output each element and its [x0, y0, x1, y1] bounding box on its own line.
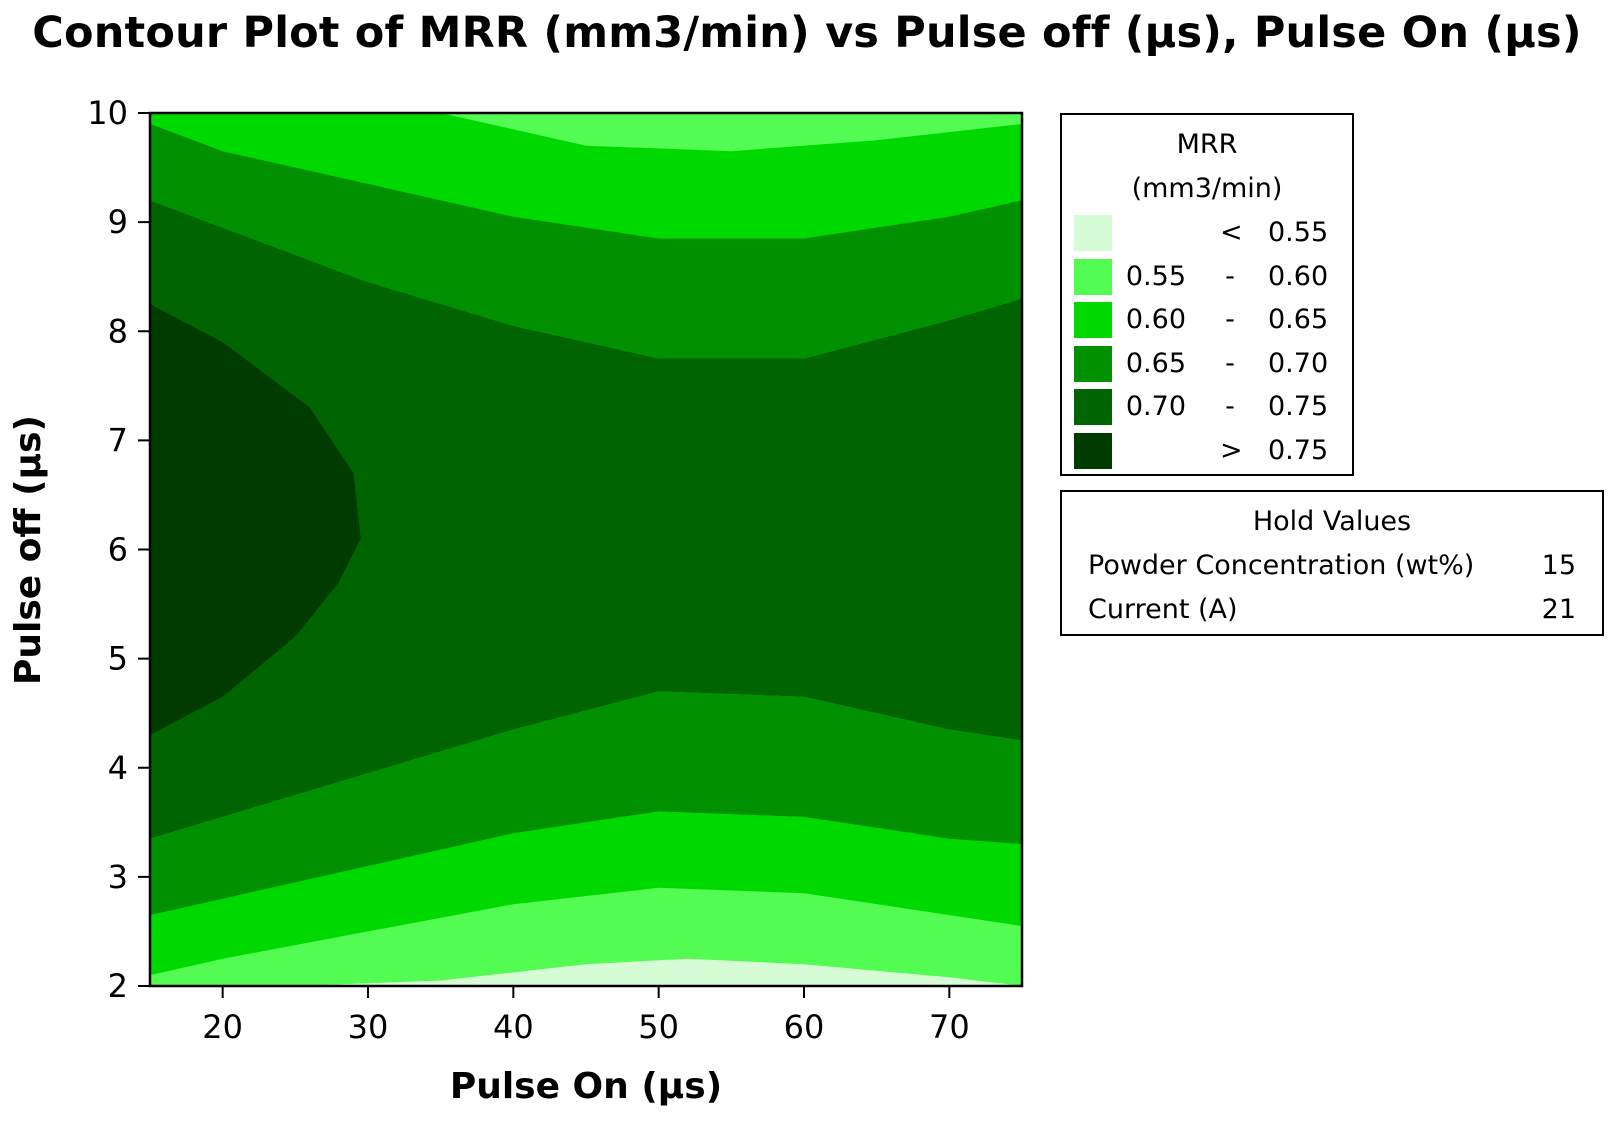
hold-value: 15 [1541, 550, 1576, 581]
y-tick-label: 4 [108, 749, 128, 787]
chart-title: Contour Plot of MRR (mm3/min) vs Pulse o… [32, 8, 1582, 58]
legend-range-operator: - [1225, 391, 1235, 422]
legend-range-high: 0.75 [1268, 434, 1329, 466]
contour-band [150, 304, 361, 735]
legend-swatch [1074, 345, 1112, 382]
legend-swatch [1074, 258, 1112, 295]
contour-band [150, 958, 1022, 986]
legend-range-low: 0.65 [1125, 347, 1186, 379]
contour-band [150, 200, 1022, 839]
contour-band [150, 123, 1022, 359]
legend-range-high: 0.65 [1268, 304, 1329, 335]
legend-range-operator: - [1225, 347, 1235, 379]
hold-value: 21 [1541, 594, 1576, 625]
x-tick-label: 60 [784, 1008, 825, 1046]
legend-swatch [1074, 432, 1112, 469]
legend-item: >0.75 [1062, 432, 1352, 473]
contour-band [150, 113, 1022, 152]
legend-item: 0.70 - 0.75 [1062, 389, 1352, 429]
x-tick-label: 40 [493, 1008, 534, 1046]
contour-band [150, 887, 1022, 986]
y-tick-label: 6 [108, 531, 128, 569]
hold-row: Current (A) 21 [1088, 594, 1576, 630]
legend-range-high: 0.75 [1268, 391, 1329, 422]
legend: MRR (mm3/min) <0.55 0.55-0.60 0.60-0.65 0.6… [1060, 113, 1354, 476]
hold-row: Powder Concentration (wt%) 15 [1088, 550, 1576, 586]
legend-range-high: 0.55 [1268, 217, 1329, 248]
hold-values-box: Hold Values Powder Concentration (wt%) 1… [1060, 490, 1604, 636]
legend-range-operator: < [1220, 217, 1243, 248]
hold-values-title: Hold Values [1252, 506, 1412, 537]
legend-range-high: 0.60 [1268, 260, 1329, 292]
y-tick-label: 10 [87, 94, 128, 132]
legend-range-operator: > [1220, 434, 1243, 466]
legend-item: <0.55 [1062, 215, 1352, 255]
legend-swatch [1074, 215, 1112, 251]
y-tick-label: 8 [108, 312, 128, 350]
legend-item: 0.60 - 0.65 [1062, 302, 1352, 342]
x-tick-label: 50 [638, 1008, 679, 1046]
legend-range-low: 0.55 [1125, 260, 1186, 292]
hold-label: Current (A) [1088, 594, 1238, 625]
y-tick-label: 7 [108, 421, 128, 459]
y-tick-label: 9 [108, 203, 128, 241]
x-axis-label: Pulse On (µs) [450, 1066, 722, 1107]
legend-range-low: 0.60 [1125, 304, 1186, 335]
legend-swatch [1074, 302, 1112, 338]
hold-label: Powder Concentration (wt%) [1088, 550, 1475, 581]
legend-title: MRR [1176, 129, 1238, 160]
y-tick-label: 3 [108, 858, 128, 896]
legend-unit: (mm3/min) [1131, 173, 1283, 204]
y-tick-label: 5 [108, 640, 128, 678]
x-tick-label: 20 [202, 1008, 243, 1046]
legend-swatch [1074, 389, 1112, 425]
x-tick-label: 30 [348, 1008, 389, 1046]
x-tick-label: 70 [929, 1008, 970, 1046]
legend-range-operator: - [1225, 304, 1235, 335]
legend-item: 0.55 - 0.60 [1062, 258, 1352, 299]
legend-item: 0.65 - 0.70 [1062, 345, 1352, 386]
y-axis-label: Pulse off (µs) [8, 415, 49, 685]
legend-range-high: 0.70 [1268, 347, 1329, 379]
legend-range-low: 0.70 [1125, 391, 1186, 422]
y-tick-label: 2 [108, 967, 128, 1005]
legend-range-operator: - [1225, 260, 1235, 292]
contour-band [150, 691, 1022, 916]
